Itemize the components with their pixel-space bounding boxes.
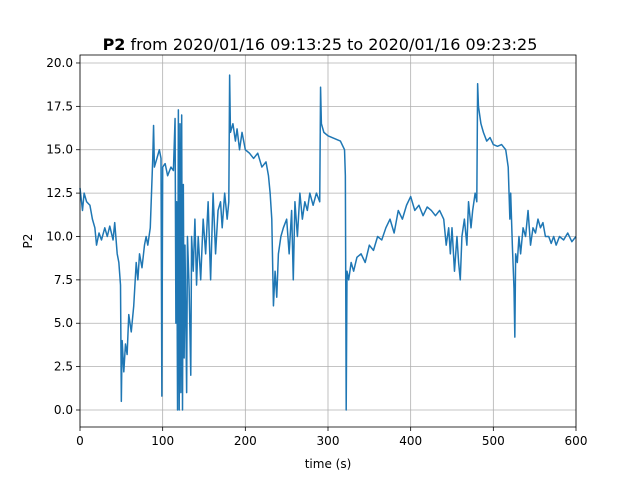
x-tick-label: 600 xyxy=(565,434,588,448)
x-axis-label: time (s) xyxy=(305,457,352,471)
x-tick-label: 400 xyxy=(399,434,422,448)
y-tick-label: 10.0 xyxy=(46,229,73,243)
data-line xyxy=(79,74,577,411)
y-tick-label: 20.0 xyxy=(46,56,73,70)
chart-title: P2 from 2020/01/16 09:13:25 to 2020/01/1… xyxy=(103,35,538,54)
title-text: from 2020/01/16 09:13:25 to 2020/01/16 0… xyxy=(131,35,538,54)
x-tick-label: 500 xyxy=(482,434,505,448)
y-tick-label: 17.5 xyxy=(46,99,73,113)
y-tick-label: 2.5 xyxy=(54,360,73,374)
y-tick-label: 0.0 xyxy=(54,403,73,417)
y-tick-label: 5.0 xyxy=(54,316,73,330)
title-label: P2 xyxy=(103,35,126,54)
x-tick-label: 300 xyxy=(317,434,340,448)
y-axis-label: P2 xyxy=(21,234,35,249)
y-tick-label: 7.5 xyxy=(54,273,73,287)
x-tick-label: 100 xyxy=(151,434,174,448)
x-tick-label: 0 xyxy=(76,434,84,448)
y-tick-label: 12.5 xyxy=(46,186,73,200)
x-tick-label: 200 xyxy=(234,434,257,448)
y-tick-label: 15.0 xyxy=(46,143,73,157)
